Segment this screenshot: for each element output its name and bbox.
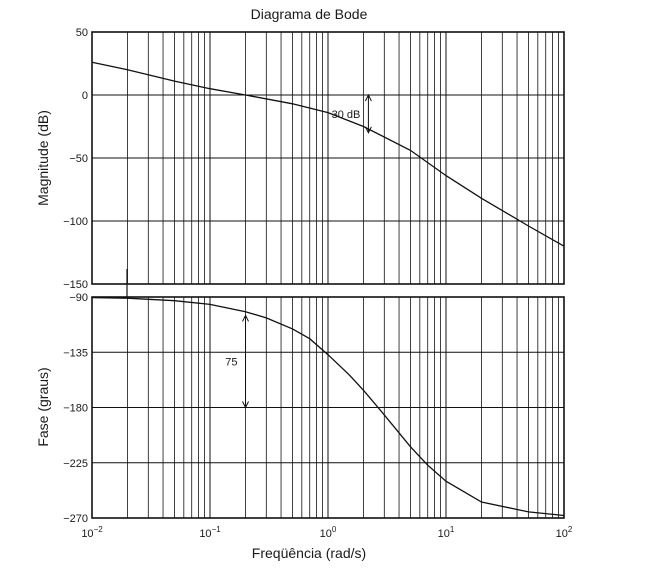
- x-tick-label: 10−1: [199, 525, 221, 540]
- magnitude-y-ticks: 50 0 −50 −100 −150: [63, 27, 88, 291]
- magnitude-panel: 50 0 −50 −100 −150 30 dB Magnitude (dB): [35, 27, 565, 291]
- phase-curve: [91, 296, 565, 517]
- phase-annotation: 75: [225, 314, 249, 409]
- magnitude-grid: [92, 32, 564, 284]
- phase-annotation-label: 75: [225, 356, 237, 368]
- y-tick-label: −180: [63, 403, 88, 415]
- x-tick-label: 101: [438, 525, 455, 540]
- x-tick-label: 100: [320, 525, 337, 540]
- y-tick-label: −135: [63, 347, 88, 359]
- phase-grid: [92, 297, 564, 518]
- y-tick-label: −225: [63, 458, 88, 470]
- magnitude-curve: [91, 61, 565, 247]
- magnitude-y-axis-label: Magnitude (dB): [35, 110, 51, 206]
- phase-panel: −90 −135 −180 −225 −270 75 Fase (graus) 10−2…: [35, 292, 573, 561]
- phase-annotation-arrow: [242, 314, 249, 409]
- magnitude-plot-frame: [91, 31, 565, 285]
- magnitude-annotation-label: 30 dB: [332, 109, 361, 121]
- frequency-x-ticks: 10−2 10−1 100 101 102: [81, 525, 573, 540]
- x-tick-label: 10−2: [81, 525, 103, 540]
- x-tick-label: 102: [556, 525, 573, 540]
- y-tick-label: −270: [63, 513, 88, 525]
- y-tick-label: −90: [69, 292, 88, 304]
- phase-y-axis-label: Fase (graus): [35, 367, 51, 446]
- y-tick-label: −100: [63, 216, 88, 228]
- y-tick-label: 50: [76, 27, 88, 39]
- magnitude-annotation-arrow: [364, 93, 372, 134]
- magnitude-annotation: 30 dB: [332, 93, 372, 134]
- y-tick-label: −50: [69, 153, 88, 165]
- y-tick-label: −150: [63, 279, 88, 291]
- chart-title: Diagrama de Bode: [251, 6, 368, 22]
- y-tick-label: 0: [82, 90, 88, 102]
- frequency-x-axis-label: Freqüência (rad/s): [252, 545, 366, 561]
- phase-plot-frame: [91, 296, 565, 519]
- phase-y-ticks: −90 −135 −180 −225 −270: [63, 292, 88, 525]
